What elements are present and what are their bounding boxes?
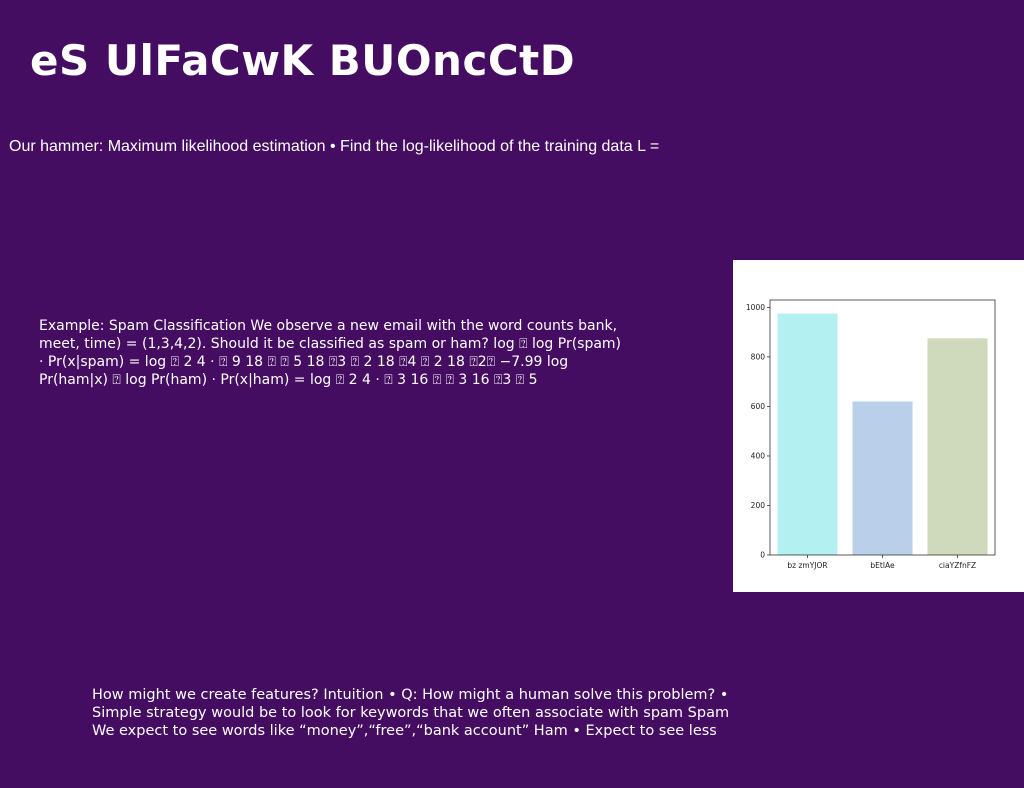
bar-chart: bz zmYJOR bEtlAe ciaYZfnFZ 0 200 400 600 800 100… bbox=[746, 299, 996, 570]
y-tick-label: 600 bbox=[751, 402, 766, 411]
slide-subtitle: Our hammer: Maximum likelihood estimatio… bbox=[9, 138, 660, 155]
y-tick-label: 0 bbox=[760, 551, 765, 560]
features-paragraph: How might we create features? Intuition … bbox=[92, 687, 730, 739]
example-paragraph: Example: Spam Classification We observe … bbox=[39, 318, 622, 388]
x-tick-label: bz zmYJOR bbox=[787, 561, 827, 570]
y-tick-label: 800 bbox=[751, 352, 766, 361]
x-tick-label: bEtlAe bbox=[870, 561, 895, 570]
bar-chart-panel: bz zmYJOR bEtlAe ciaYZfnFZ 0 200 400 600 800 100… bbox=[733, 260, 1024, 592]
bar bbox=[927, 338, 988, 555]
bar bbox=[777, 313, 838, 555]
x-tick-label: ciaYZfnFZ bbox=[939, 561, 976, 570]
y-tick-label: 400 bbox=[751, 451, 766, 460]
y-tick-label: 200 bbox=[751, 501, 766, 510]
y-tick-label: 1000 bbox=[746, 303, 765, 312]
bar bbox=[852, 401, 913, 555]
slide-title: eS UlFaCwK BUOncCtD bbox=[30, 36, 576, 85]
plot-frame bbox=[769, 299, 996, 556]
